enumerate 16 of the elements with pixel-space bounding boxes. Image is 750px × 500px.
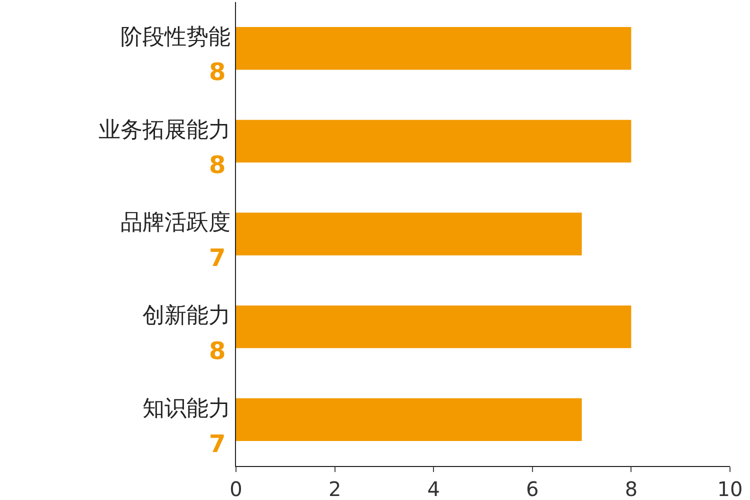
data-label: 7 <box>209 244 226 272</box>
y-tick-label: 创新能力 <box>142 304 231 328</box>
x-tick-label: 4 <box>427 477 440 500</box>
y-tick-label: 阶段性势能 <box>120 25 231 50</box>
x-tick-label: 10 <box>717 477 743 500</box>
data-label: 8 <box>209 58 226 86</box>
x-tick-label: 0 <box>230 477 242 500</box>
x-tick-label: 6 <box>526 477 539 500</box>
y-tick-label: 品牌活跃度 <box>120 210 231 236</box>
data-label: 8 <box>209 151 226 179</box>
data-label: 8 <box>209 337 226 365</box>
x-tick-label: 2 <box>328 477 342 500</box>
x-tick-label: 8 <box>624 477 638 500</box>
y-tick-label: 知识能力 <box>142 396 231 422</box>
y-tick-label: 业务拓展能力 <box>98 118 231 143</box>
data-label: 7 <box>209 430 226 458</box>
